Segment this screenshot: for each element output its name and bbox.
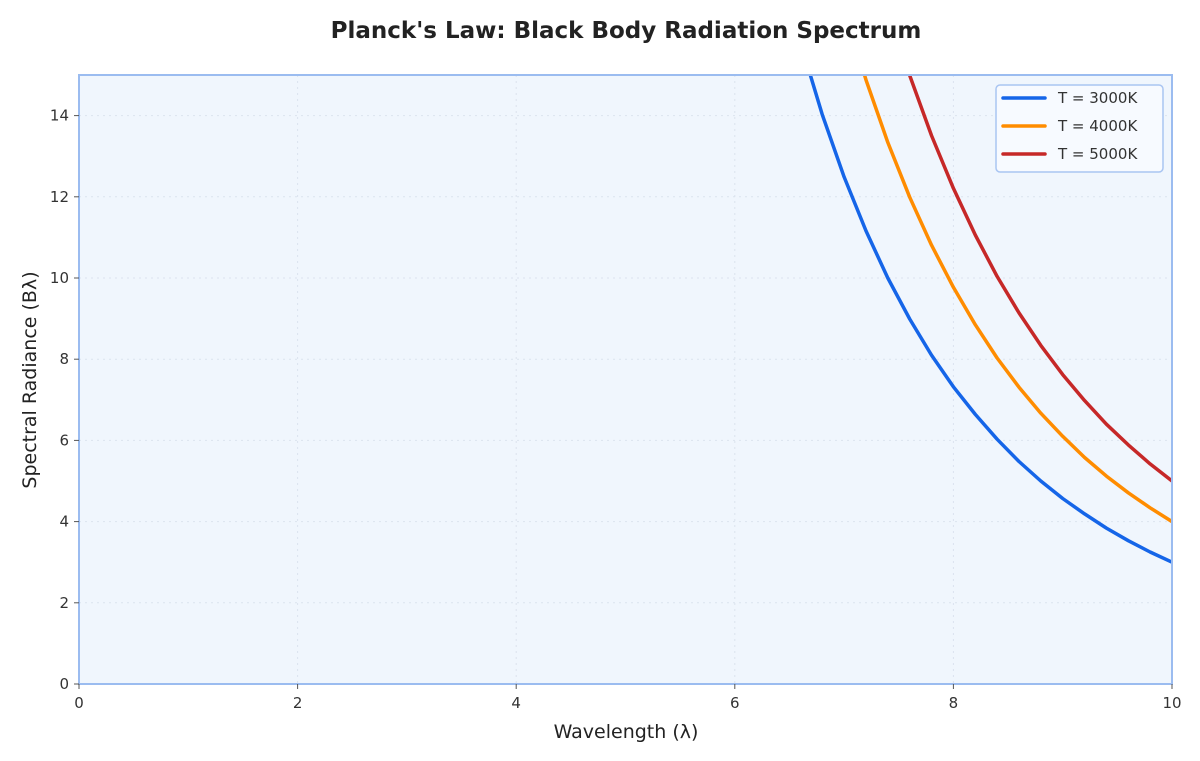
series-line-3 [907,75,1172,483]
y-tick-label: 0 [59,675,69,693]
y-tick-label: 10 [50,269,69,287]
plot-area [79,75,1172,684]
y-tick-label: 4 [59,513,69,531]
x-tick-label: 6 [730,694,740,712]
y-tick-label: 2 [59,594,69,612]
x-tick-label: 4 [511,694,521,712]
x-axis-label: Wavelength (λ) [554,721,699,743]
plot-frame [78,74,1173,685]
y-ticks: 0 2 4 6 8 10 12 14 [50,107,79,693]
y-tick-label: 6 [59,431,69,449]
legend-box [995,84,1164,173]
legend: T = 3000K T = 4000K T = 5000K [995,84,1164,173]
x-tick-label: 8 [949,694,959,712]
series-line-1 [808,75,1172,564]
x-tick-label: 0 [74,694,84,712]
y-tick-label: 12 [50,188,69,206]
y-tick-label: 14 [50,107,69,125]
legend-label-2: T = 4000K [1057,117,1138,135]
legend-label-1: T = 3000K [1057,89,1138,107]
legend-label-3: T = 5000K [1057,145,1138,163]
chart-title: Planck's Law: Black Body Radiation Spect… [331,18,922,44]
series-line-2 [862,75,1172,524]
x-tick-label: 2 [293,694,303,712]
x-tick-label: 10 [1162,694,1181,712]
x-ticks: 0 2 4 6 8 10 [74,684,1182,712]
series-lines [808,75,1172,564]
y-axis-label: Spectral Radiance (Bλ) [19,271,41,488]
y-tick-label: 8 [59,350,69,368]
